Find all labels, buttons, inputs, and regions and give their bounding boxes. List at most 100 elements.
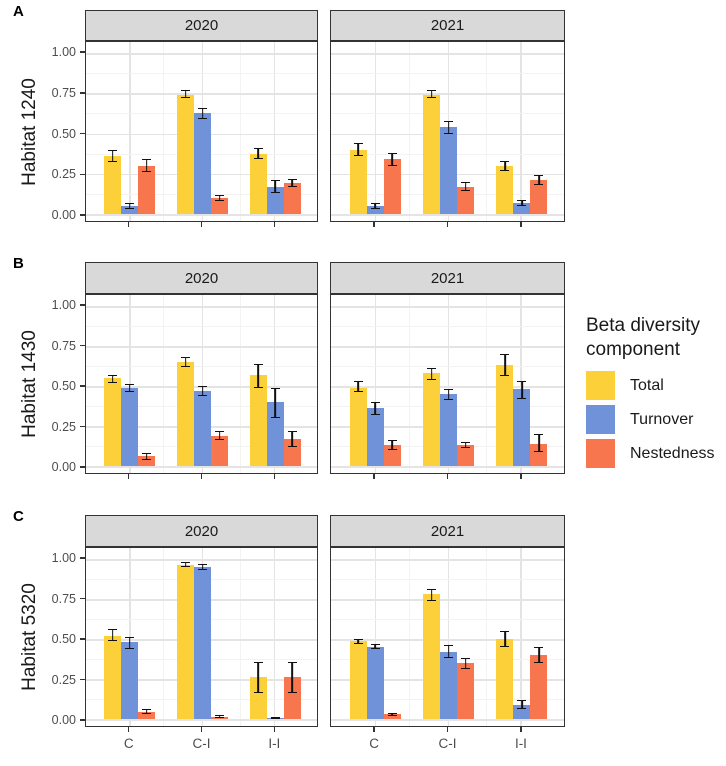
bar-turnover bbox=[194, 567, 211, 719]
gridline-h-major bbox=[86, 93, 317, 95]
gridline-v-minor bbox=[162, 295, 164, 473]
errorbar-nestedness bbox=[534, 434, 544, 452]
legend-item-label: Nestedness bbox=[630, 444, 715, 462]
errorbar-turnover bbox=[125, 202, 135, 210]
y-tick-label: 0.00 bbox=[51, 460, 76, 474]
bar-total bbox=[496, 365, 514, 466]
bar-turnover bbox=[513, 202, 531, 214]
y-tick-label: 0.00 bbox=[51, 208, 76, 222]
errorbar-turnover bbox=[198, 386, 207, 396]
bar-total bbox=[423, 373, 440, 466]
gridline-v-minor bbox=[162, 42, 164, 221]
bar-turnover bbox=[121, 387, 139, 466]
x-tick-mark bbox=[127, 727, 130, 732]
y-tick-mark bbox=[80, 214, 85, 216]
bar-nestedness bbox=[138, 165, 156, 214]
bar-nestedness bbox=[383, 714, 401, 719]
panel-B-2020 bbox=[85, 294, 318, 474]
bar-total bbox=[349, 640, 367, 719]
facet-strip-2021: 2021 bbox=[330, 262, 565, 294]
facet-strip-2021: 2021 bbox=[330, 10, 565, 41]
errorbar-nestedness bbox=[461, 181, 470, 192]
errorbar-total bbox=[108, 149, 118, 163]
bar-total bbox=[349, 387, 367, 466]
errorbar-nestedness bbox=[142, 453, 152, 460]
y-tick-label: 0.00 bbox=[51, 713, 76, 727]
facet-strip-2020: 2020 bbox=[85, 262, 318, 294]
x-tick-label: I-I bbox=[268, 736, 281, 751]
errorbar-nestedness bbox=[287, 662, 297, 693]
gridline-h-major bbox=[331, 386, 564, 388]
legend-item-nestedness: Nestedness bbox=[586, 439, 726, 469]
bar-total bbox=[104, 156, 122, 214]
bar-nestedness bbox=[530, 180, 548, 214]
gridline-h-major bbox=[86, 214, 317, 216]
errorbar-nestedness bbox=[534, 647, 544, 663]
x-tick-mark bbox=[200, 727, 203, 732]
scale-area bbox=[86, 559, 317, 721]
bar-total bbox=[249, 374, 267, 466]
facet-strip-2021: 2021 bbox=[330, 515, 565, 547]
gridline-h-minor bbox=[331, 73, 564, 75]
y-tick-mark bbox=[80, 425, 85, 428]
errorbar-turnover bbox=[125, 384, 135, 393]
errorbar-total bbox=[181, 90, 190, 99]
gridline-v-major bbox=[273, 295, 276, 473]
errorbar-total bbox=[427, 368, 436, 380]
bar-nestedness bbox=[211, 435, 228, 466]
facet-strip-label: 2021 bbox=[430, 17, 465, 34]
x-tick-label: C-I bbox=[192, 736, 211, 751]
bar-turnover bbox=[366, 647, 384, 719]
bar-nestedness bbox=[383, 445, 401, 466]
y-tick-mark bbox=[80, 385, 85, 387]
errorbar-nestedness bbox=[461, 658, 470, 670]
errorbar-turnover bbox=[444, 645, 453, 659]
gridline-h-major bbox=[331, 559, 564, 561]
facet-strip-label: 2020 bbox=[184, 17, 219, 34]
facet-strip-2020: 2020 bbox=[85, 515, 318, 547]
gridline-h-minor bbox=[86, 326, 317, 327]
legend-swatch-nestedness bbox=[586, 439, 615, 469]
errorbar-turnover bbox=[270, 180, 280, 194]
errorbar-total bbox=[500, 631, 510, 647]
gridline-v-major bbox=[447, 548, 449, 726]
bar-total bbox=[423, 594, 440, 719]
x-tick-mark bbox=[127, 222, 130, 227]
errorbar-nestedness bbox=[287, 430, 297, 447]
errorbar-total bbox=[181, 562, 190, 567]
scale-area bbox=[331, 306, 564, 468]
gridline-v-major bbox=[374, 295, 377, 473]
bar-total bbox=[249, 154, 267, 214]
x-tick-mark bbox=[273, 474, 276, 479]
bar-nestedness bbox=[530, 655, 548, 719]
errorbar-nestedness bbox=[142, 159, 152, 173]
bar-total bbox=[104, 378, 122, 466]
errorbar-total bbox=[108, 374, 118, 383]
bar-nestedness bbox=[211, 197, 228, 214]
errorbar-nestedness bbox=[461, 442, 470, 449]
x-tick-label: C bbox=[123, 736, 134, 751]
y-tick-mark bbox=[80, 132, 85, 135]
gridline-h-major bbox=[86, 719, 317, 721]
gridline-v-minor bbox=[240, 548, 242, 726]
x-tick-mark bbox=[520, 222, 522, 227]
errorbar-turnover bbox=[125, 637, 135, 649]
errorbar-turnover bbox=[517, 699, 527, 710]
x-tick-mark bbox=[373, 727, 375, 732]
errorbar-total bbox=[253, 662, 263, 693]
legend: Beta diversity component Total Turnover Ne… bbox=[586, 314, 726, 473]
legend-swatch-turnover bbox=[586, 405, 615, 435]
gridline-v-major bbox=[201, 295, 203, 473]
y-tick-mark bbox=[80, 638, 85, 640]
bar-turnover bbox=[440, 651, 457, 719]
gridline-v-major bbox=[273, 42, 276, 221]
bar-nestedness bbox=[383, 159, 401, 214]
y-tick-label: 0.75 bbox=[51, 591, 76, 606]
y-tick-label: 1.00 bbox=[51, 298, 76, 312]
scale-area bbox=[86, 306, 317, 468]
y-tick-label: 0.75 bbox=[51, 85, 76, 100]
bar-turnover bbox=[440, 394, 457, 466]
errorbar-nestedness bbox=[215, 715, 224, 719]
gridline-h-major bbox=[86, 466, 317, 468]
